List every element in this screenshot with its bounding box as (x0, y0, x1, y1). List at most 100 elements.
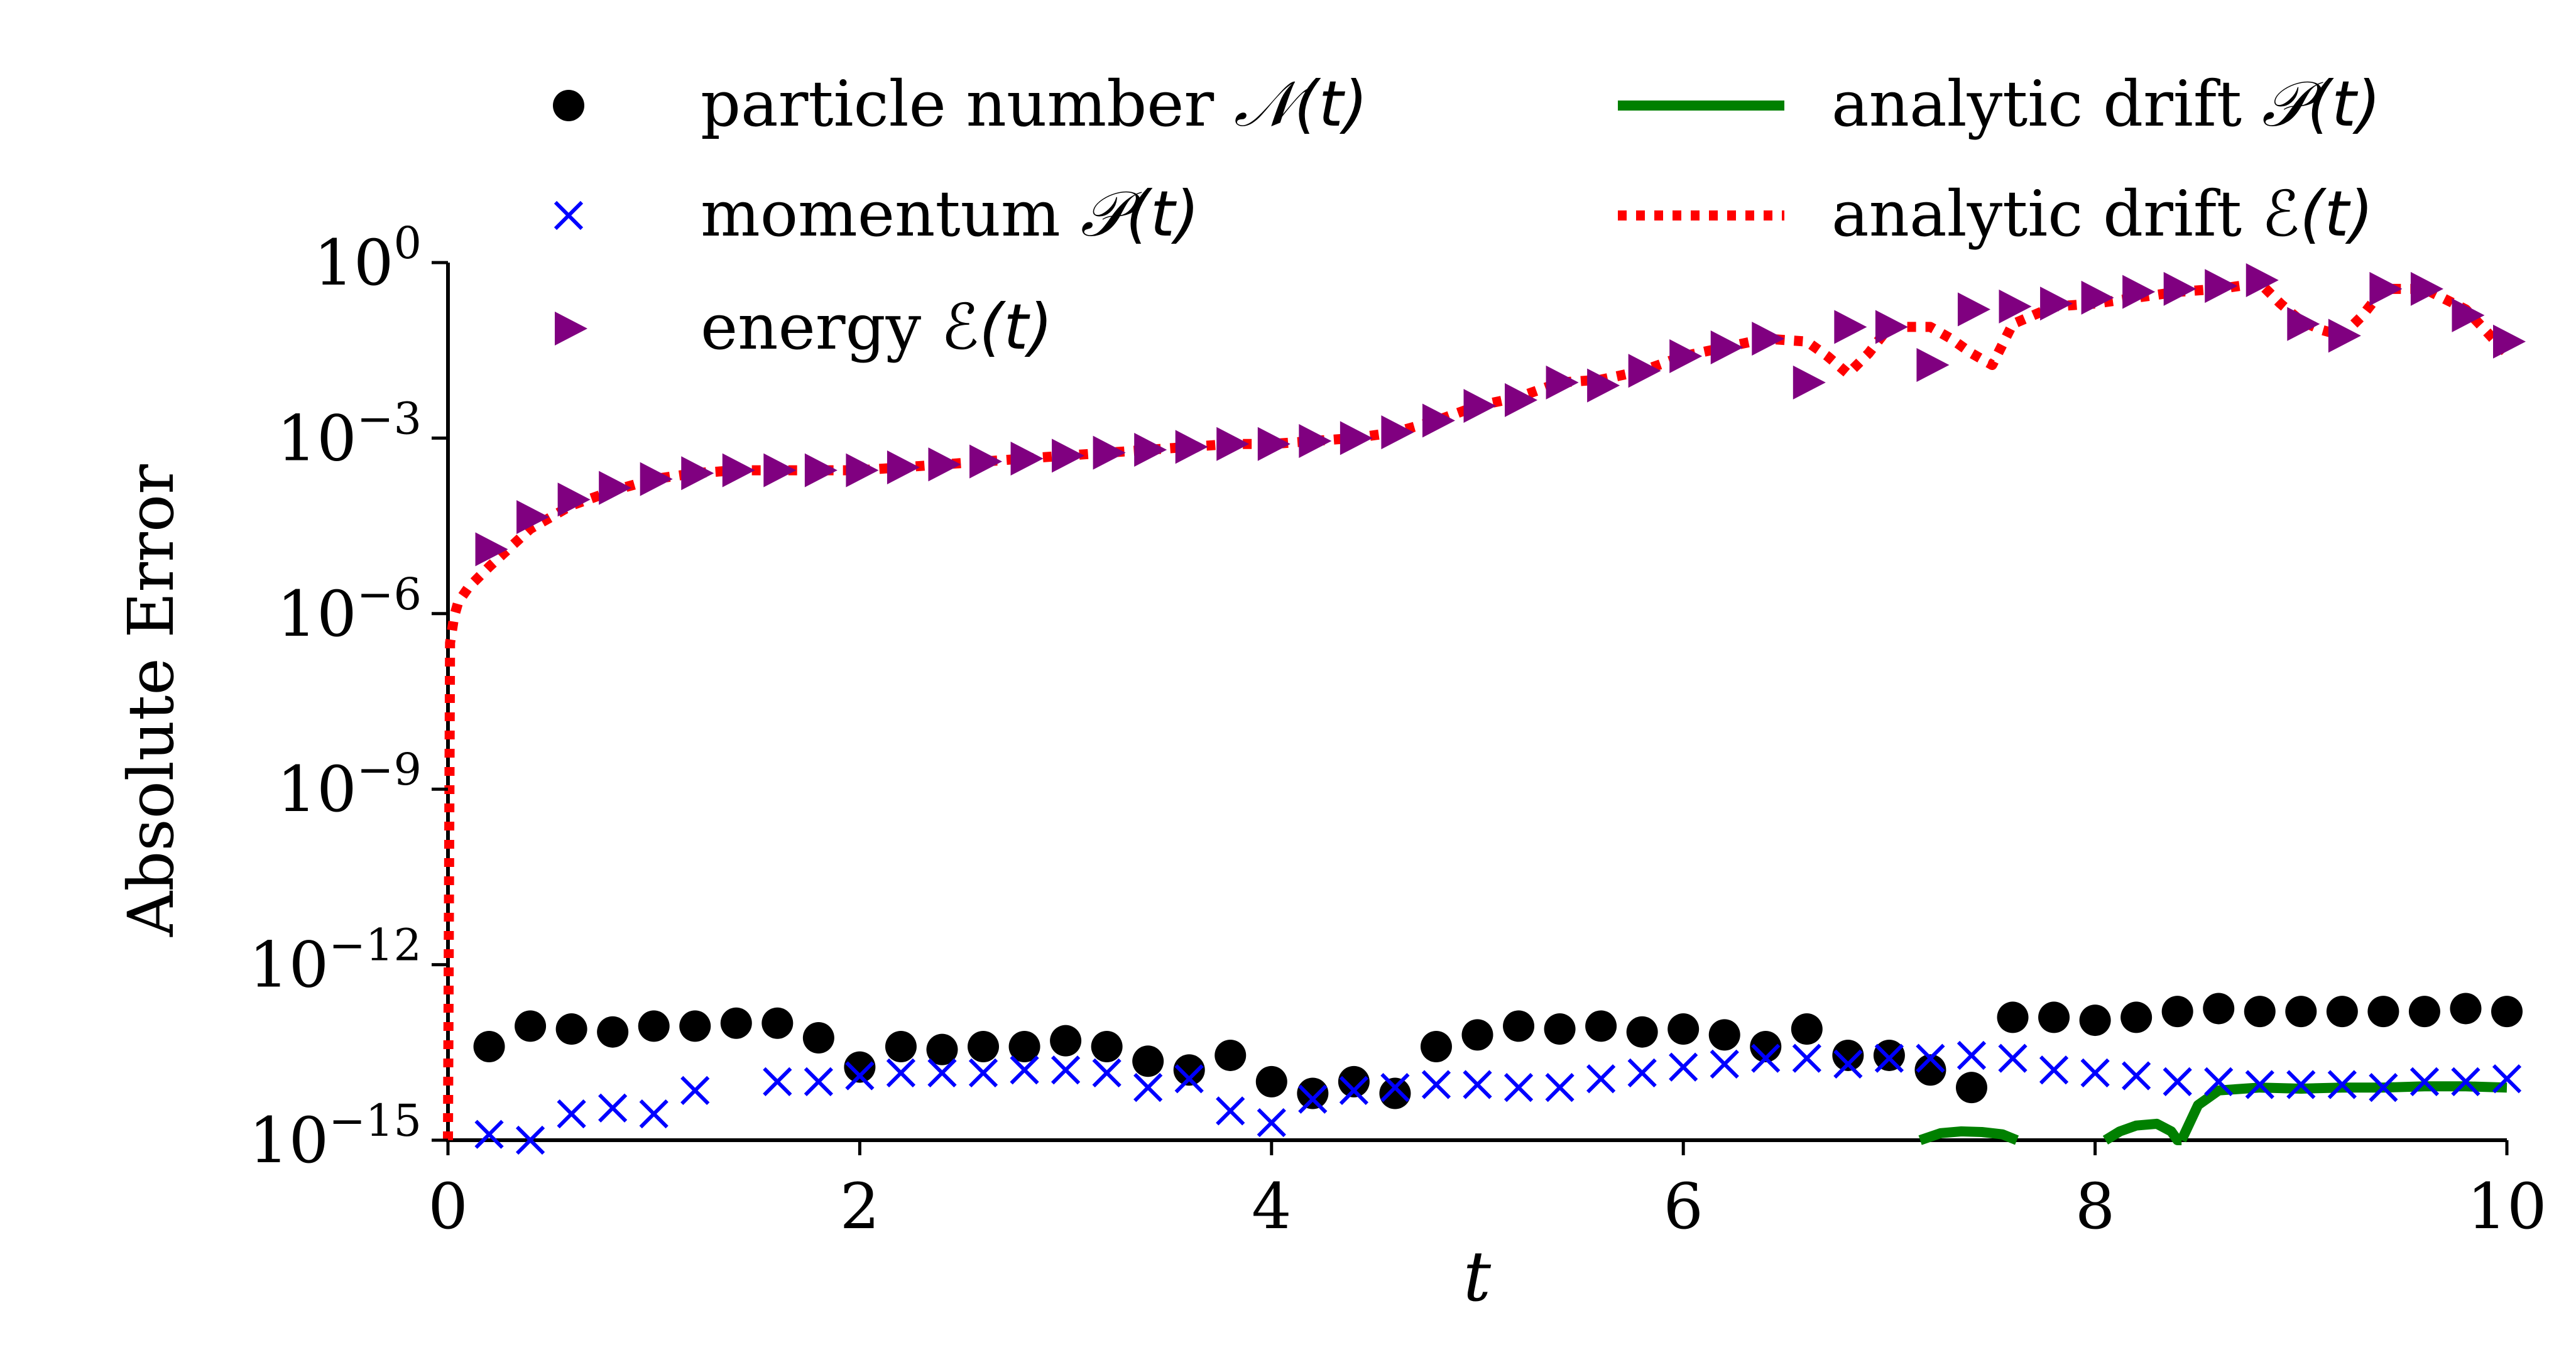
momentum-point (515, 1125, 545, 1155)
momentum-point (2451, 1067, 2480, 1096)
particle-number-point (1667, 1013, 1700, 1045)
analytic-drift-p-line-segment-1 (2102, 1118, 2183, 1145)
particle-number-point (597, 1016, 629, 1048)
particle-number-point (1503, 1010, 1535, 1042)
x-tick-label: 4 (1252, 1170, 1292, 1243)
particle-number-point (1461, 1019, 1493, 1051)
energy-point (1422, 403, 1455, 438)
series-energy (475, 263, 2526, 567)
momentum-point (639, 1099, 669, 1129)
energy-point (2040, 286, 2073, 321)
y-ticks: 100 10−3 10−6 10−9 10−12 10−15 (249, 217, 448, 1177)
energy-point (1628, 354, 1661, 388)
energy-point (2328, 318, 2361, 353)
energy-point (2369, 271, 2403, 306)
momentum-point (474, 1119, 504, 1149)
particle-number-point (2408, 996, 2440, 1028)
momentum-point (1092, 1058, 1122, 1088)
y-tick-label: 10−9 (277, 744, 422, 826)
legend-label-particle-number: particle number 𝒩(t) (701, 67, 1368, 141)
momentum-point (927, 1058, 957, 1088)
energy-point (1875, 310, 1908, 344)
particle-number-point (1008, 1030, 1040, 1062)
momentum-point (1339, 1075, 1369, 1105)
energy-point (1752, 322, 1785, 356)
energy-point (1546, 365, 1579, 400)
legend-swatch-momentum (554, 200, 584, 231)
energy-point (2163, 271, 2197, 306)
particle-number-point (1132, 1045, 1164, 1077)
particle-number-point (968, 1030, 1000, 1062)
energy-point (1957, 292, 1990, 327)
legend-label-analytic-drift-e: analytic drift ℰ(t) (1831, 177, 2374, 251)
energy-point (969, 444, 1003, 479)
series-momentum (474, 1040, 2522, 1155)
energy-point (1710, 330, 1744, 365)
energy-point (1175, 430, 1208, 464)
momentum-point (1669, 1052, 1698, 1082)
particle-number-point (1420, 1030, 1452, 1062)
particle-number-point (2038, 1001, 2070, 1033)
energy-point (2122, 275, 2156, 309)
energy-point (640, 462, 673, 496)
y-tick-label: 10−3 (277, 393, 422, 475)
energy-point (2205, 269, 2238, 303)
energy-point (1916, 347, 1950, 382)
plot-area (443, 263, 2526, 1155)
momentum-point (1463, 1070, 1492, 1099)
energy-point (516, 500, 550, 535)
particle-number-point (844, 1051, 876, 1083)
momentum-point (1751, 1043, 1781, 1073)
momentum-point (1874, 1043, 1904, 1073)
momentum-point (1710, 1049, 1739, 1079)
energy-point (1052, 438, 1085, 473)
momentum-point (1504, 1073, 1534, 1102)
legend-label-momentum: momentum 𝒫(t) (701, 177, 1199, 251)
analytic-drift-p-line-segment-2 (2176, 1081, 2508, 1143)
momentum-point (2369, 1073, 2398, 1102)
legend: particle number 𝒩(t) momentum 𝒫(t) energy … (553, 67, 2381, 364)
energy-point (887, 450, 920, 484)
x-ticks: 0 2 4 6 8 10 (428, 1140, 2547, 1243)
momentum-point (886, 1058, 916, 1088)
particle-number-point (1873, 1039, 1905, 1071)
particle-number-point (761, 1007, 794, 1039)
momentum-point (1010, 1055, 1039, 1085)
energy-point (1834, 310, 1867, 344)
energy-point (1134, 433, 1167, 467)
energy-point (1463, 389, 1497, 423)
momentum-point (1298, 1084, 1328, 1114)
momentum-point (680, 1075, 710, 1105)
particle-number-point (555, 1013, 587, 1045)
y-tick-label: 10−15 (249, 1095, 422, 1177)
particle-number-point (1914, 1054, 1946, 1086)
particle-number-point (2244, 996, 2276, 1028)
momentum-point (804, 1067, 833, 1096)
particle-number-point (1091, 1030, 1123, 1062)
particle-number-point (1338, 1065, 1370, 1097)
energy-point (2081, 280, 2114, 315)
particle-number-point (1214, 1039, 1247, 1071)
momentum-point (763, 1067, 792, 1096)
x-tick-label: 10 (2467, 1170, 2546, 1243)
energy-point (1010, 441, 1044, 476)
particle-number-point (1750, 1030, 1782, 1062)
energy-point (1793, 365, 1826, 400)
particle-number-point (515, 1010, 547, 1042)
y-axis-label: Absolute Error (114, 464, 188, 937)
momentum-point (2327, 1070, 2357, 1099)
legend-entry-energy: energy ℰ(t) (555, 290, 1053, 364)
particle-number-point (1626, 1016, 1658, 1048)
energy-point (846, 453, 879, 487)
momentum-point (845, 1061, 875, 1091)
momentum-point (1586, 1064, 1616, 1094)
energy-point (2246, 263, 2279, 297)
particle-number-point (2491, 996, 2523, 1028)
particle-number-point (2367, 996, 2399, 1028)
momentum-point (1051, 1055, 1081, 1085)
energy-point (2493, 324, 2526, 359)
particle-number-point (679, 1010, 711, 1042)
legend-entry-analytic-drift-p: analytic drift 𝒫(t) (1618, 67, 2381, 141)
particle-number-point (638, 1010, 670, 1042)
